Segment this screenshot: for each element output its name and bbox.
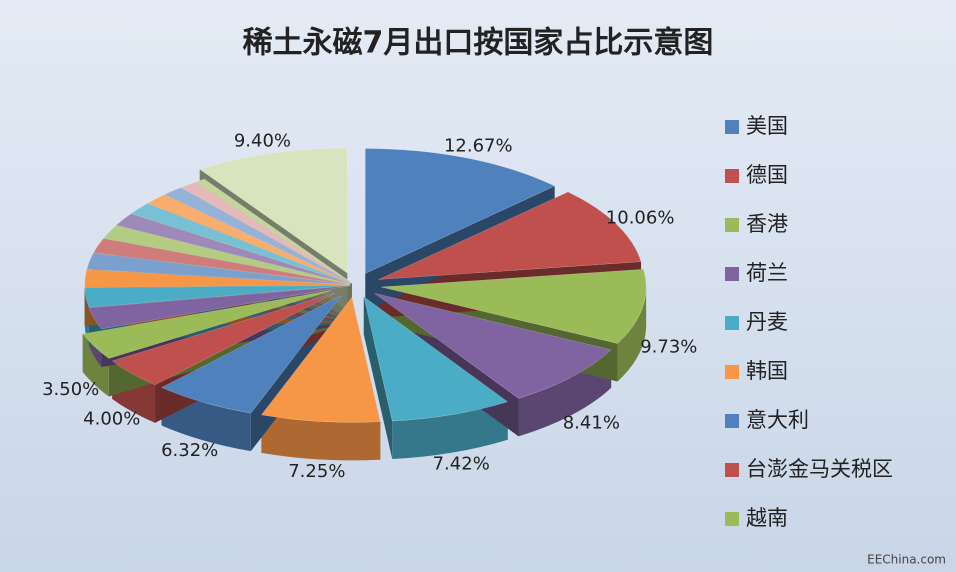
legend-swatch — [725, 365, 739, 379]
legend-swatch — [725, 267, 739, 281]
slice — [164, 187, 352, 284]
slice — [93, 238, 351, 285]
legend-label: 意大利 — [746, 408, 809, 432]
slice — [195, 178, 353, 284]
legend-label: 美国 — [746, 114, 788, 138]
legend-label: 香港 — [746, 212, 788, 236]
legend-label: 丹麦 — [746, 310, 788, 334]
slice — [115, 213, 351, 284]
legend-swatch — [725, 512, 739, 526]
slice — [103, 225, 351, 285]
slice-side — [617, 287, 647, 382]
legend-swatch — [725, 169, 739, 183]
data-label: 4.00% — [83, 409, 140, 430]
slice — [374, 293, 612, 399]
legend-label: 韩国 — [746, 359, 788, 383]
slice — [180, 181, 352, 284]
slice — [260, 296, 381, 423]
slice — [86, 252, 350, 285]
legend-label: 荷兰 — [746, 261, 788, 285]
slice — [146, 194, 352, 284]
legend-swatch — [725, 120, 739, 134]
legend-label: 越南 — [746, 506, 788, 530]
slice-wall — [363, 296, 393, 460]
slice — [82, 290, 332, 359]
data-label: 3.50% — [42, 379, 99, 400]
data-label: 8.41% — [563, 412, 620, 433]
slice — [365, 148, 556, 274]
data-label: 12.67% — [444, 136, 513, 157]
slice — [160, 295, 342, 414]
slice-side — [392, 401, 508, 460]
slice — [88, 285, 350, 330]
chart-title: 稀土永磁7月出口按国家占比示意图 — [243, 26, 714, 61]
slice — [381, 268, 647, 344]
watermark: EEChina.com — [867, 553, 946, 567]
legend-swatch — [725, 316, 739, 330]
slice — [84, 269, 350, 288]
data-label: 6.32% — [161, 440, 218, 461]
slice — [199, 147, 348, 274]
data-label: 9.40% — [234, 130, 291, 151]
legend-swatch — [725, 463, 739, 477]
slice — [363, 296, 509, 422]
data-label: 10.06% — [606, 208, 675, 229]
legend-label: 台澎金马关税区 — [746, 457, 893, 481]
slice — [378, 191, 642, 280]
data-label: 7.25% — [288, 461, 345, 482]
data-label: 7.42% — [433, 453, 490, 474]
data-label: 9.73% — [640, 336, 697, 357]
slice — [130, 203, 351, 284]
legend-label: 德国 — [746, 163, 788, 187]
slice-side — [261, 414, 381, 461]
legend-swatch — [725, 218, 739, 232]
slice — [111, 292, 335, 386]
legend-swatch — [725, 414, 739, 428]
pie-tops — [82, 147, 647, 423]
slice — [84, 284, 350, 308]
slice-side — [82, 333, 109, 397]
